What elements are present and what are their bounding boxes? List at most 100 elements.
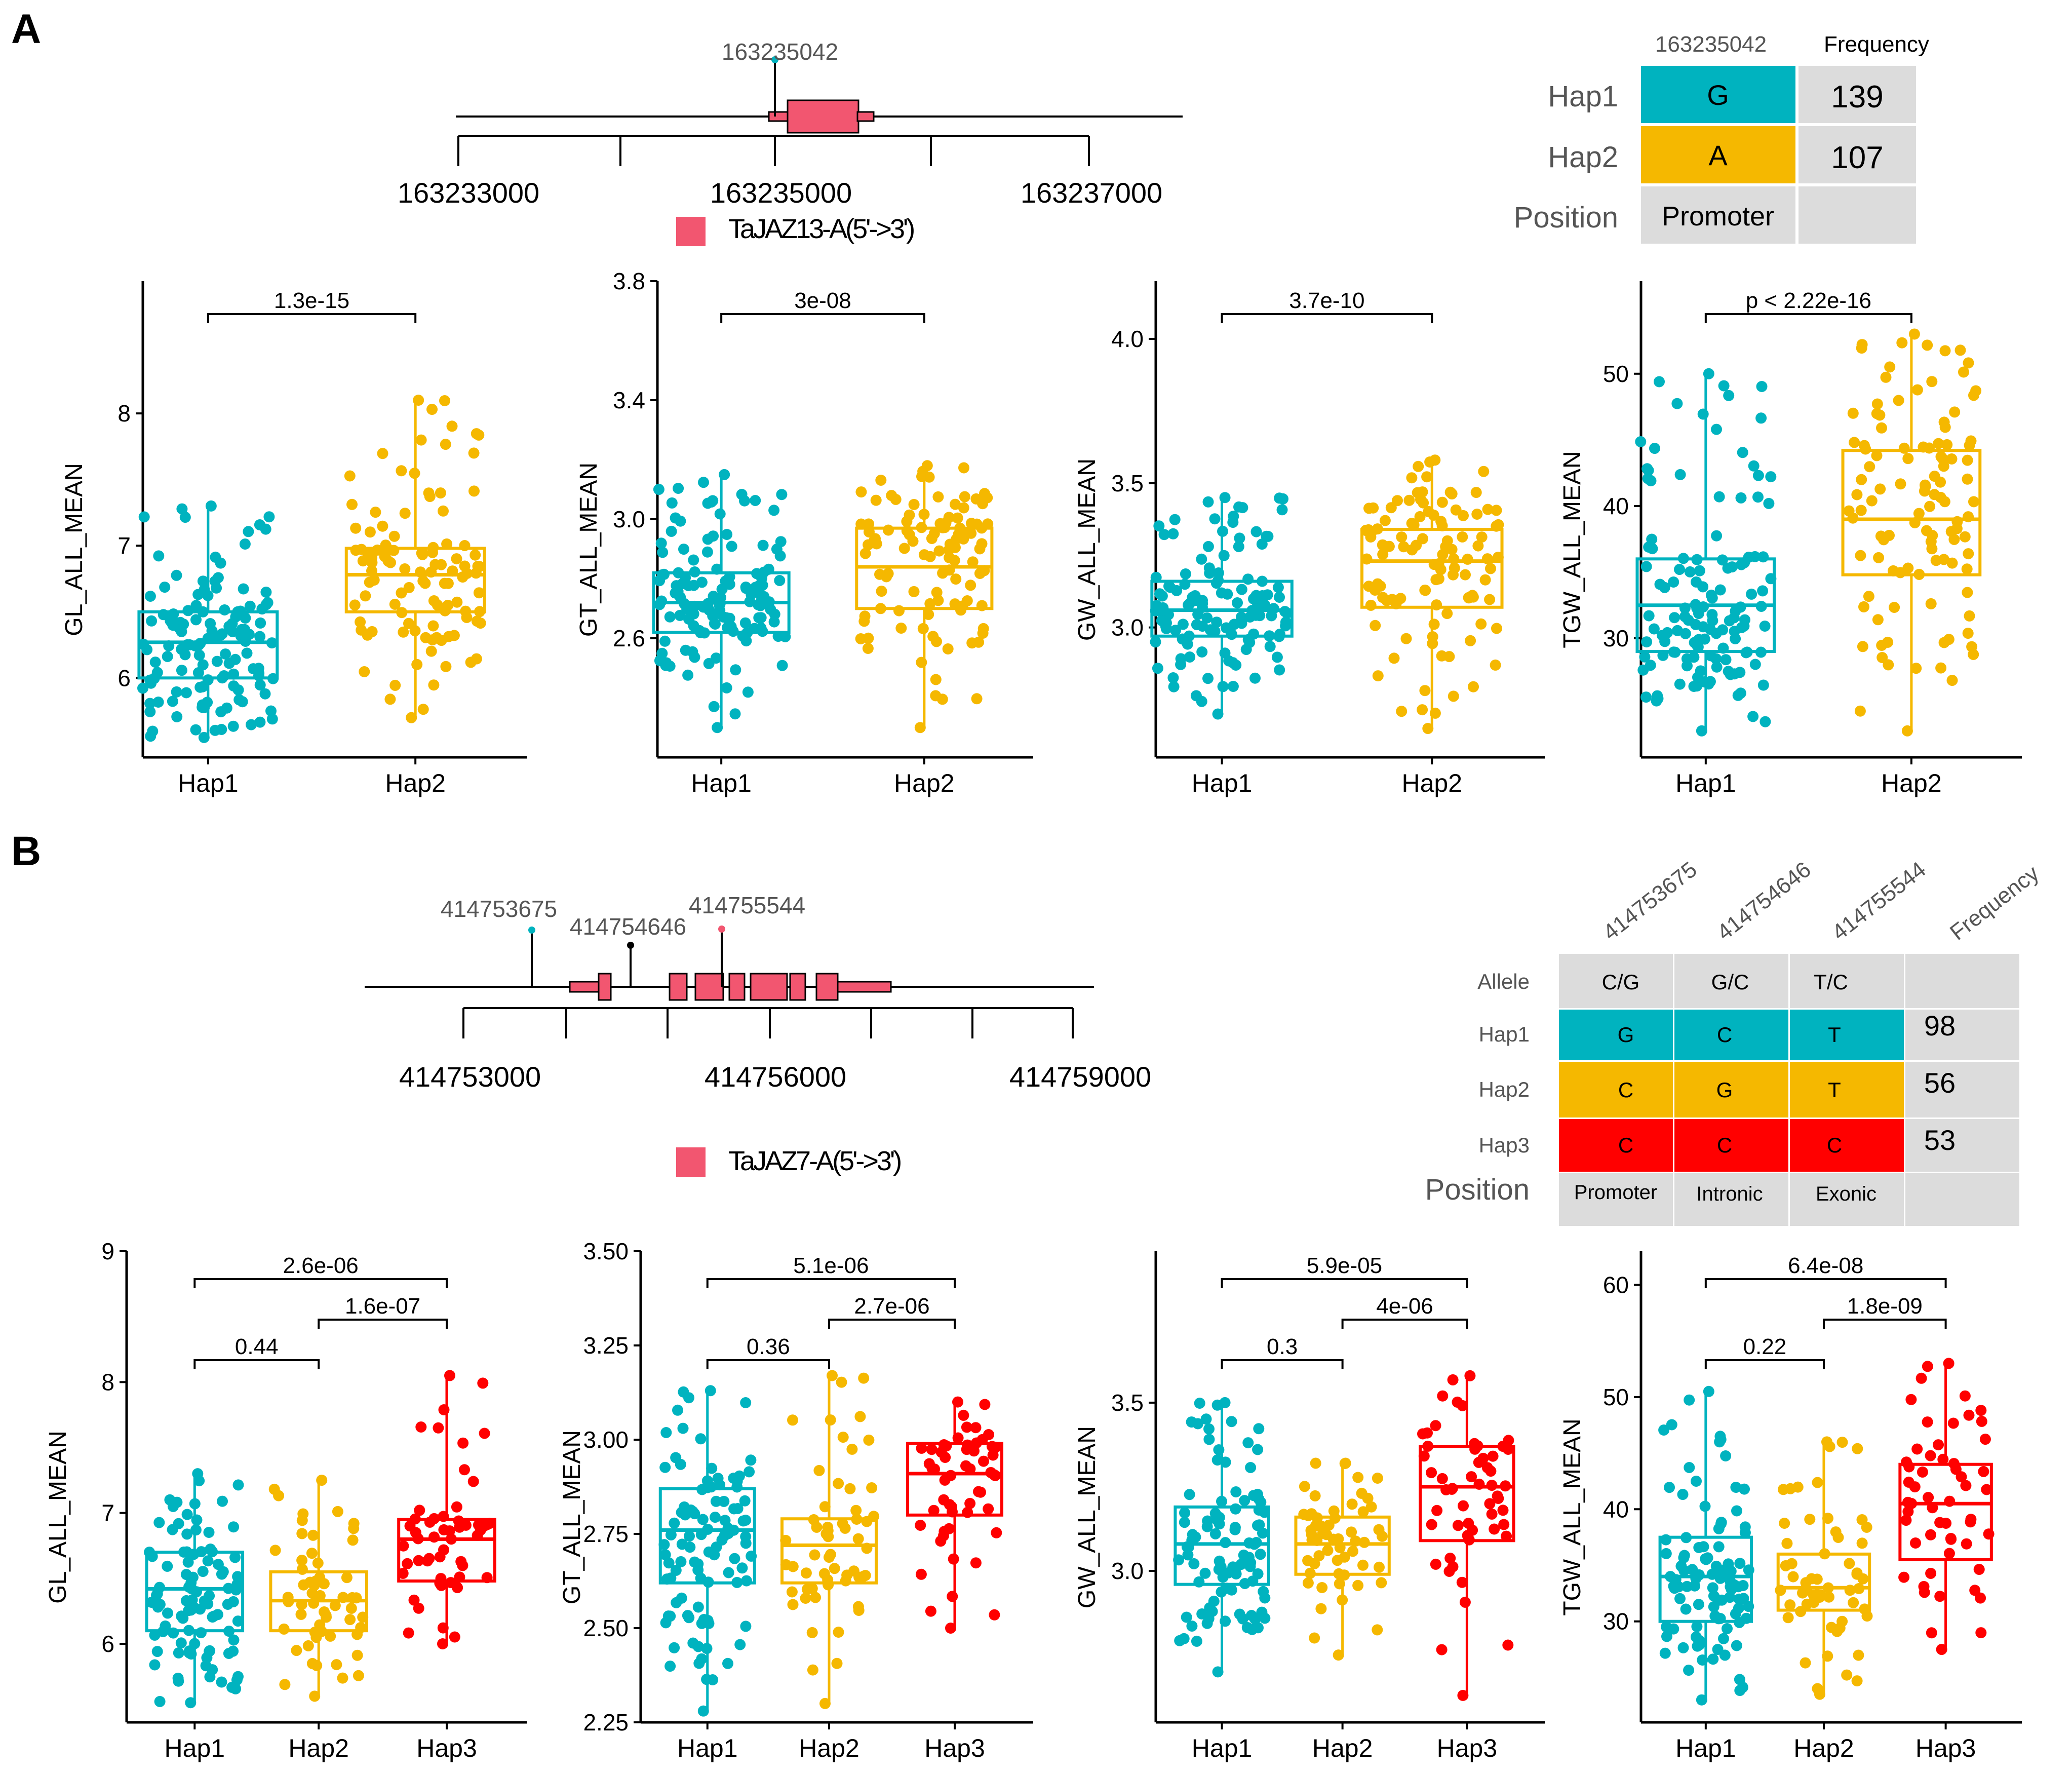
data-point — [254, 679, 266, 691]
data-point — [1725, 1575, 1736, 1587]
data-point — [1939, 421, 1951, 433]
data-point — [739, 495, 750, 507]
data-point — [1310, 1457, 1321, 1469]
x-tick-label: Hap3 — [416, 1734, 477, 1762]
data-point — [1814, 1592, 1825, 1603]
x-tick-label: Hap3 — [1437, 1734, 1498, 1762]
data-point — [958, 502, 969, 514]
snp-marker-b-2 — [627, 942, 634, 949]
group-hap2: Hap2 — [780, 1370, 880, 1762]
table-b-allele-3: T/C — [1814, 970, 1848, 994]
data-point — [950, 498, 961, 510]
data-point — [176, 503, 188, 515]
data-point — [467, 1476, 479, 1487]
data-point — [810, 1592, 821, 1603]
data-point — [1652, 693, 1664, 704]
y-tick-label: 3.0 — [1111, 614, 1144, 641]
data-point — [1322, 1545, 1334, 1556]
data-point — [1874, 483, 1886, 495]
data-point — [1962, 473, 1973, 485]
data-point — [1856, 474, 1867, 485]
data-point — [1787, 1571, 1799, 1583]
data-point — [1367, 502, 1379, 514]
y-tick-label: 4.0 — [1111, 326, 1144, 352]
data-point — [768, 505, 780, 516]
box — [1776, 1552, 1871, 1612]
data-point — [297, 1508, 309, 1520]
data-point — [970, 1422, 982, 1434]
data-point — [1757, 551, 1769, 563]
data-point — [1244, 637, 1256, 648]
data-point — [436, 559, 447, 570]
data-point — [1436, 1473, 1448, 1484]
x-tick-label: Hap1 — [1675, 769, 1736, 797]
data-point — [928, 528, 940, 539]
data-point — [351, 1649, 363, 1661]
data-point — [1266, 610, 1277, 622]
data-point — [1211, 616, 1223, 628]
data-point — [659, 1461, 671, 1473]
data-point — [347, 1534, 359, 1546]
data-point — [719, 1515, 731, 1526]
data-point — [149, 1659, 161, 1671]
data-point — [1468, 681, 1479, 692]
data-point — [389, 679, 401, 691]
table-a-freq-1: 139 — [1831, 80, 1883, 114]
data-point — [153, 1517, 165, 1528]
data-point — [1732, 689, 1744, 701]
significance-bracket — [318, 1319, 448, 1329]
data-point — [964, 527, 976, 538]
data-point — [1697, 581, 1709, 593]
data-point — [1716, 1594, 1728, 1606]
data-point — [869, 534, 880, 546]
data-point — [721, 682, 732, 693]
data-point — [1956, 1471, 1967, 1483]
data-point — [1458, 510, 1469, 521]
data-point — [1871, 408, 1883, 419]
hap-table-b: 414753675 414754646 414755544 Frequency … — [1425, 857, 2044, 1226]
data-point — [982, 492, 993, 504]
data-point — [1929, 489, 1940, 500]
data-point — [441, 538, 453, 550]
table-b-pos-freq — [1905, 1173, 2019, 1226]
x-tick-label: Hap1 — [178, 769, 239, 797]
table-b-pos-1: Promoter — [1574, 1181, 1658, 1204]
data-point — [721, 529, 733, 540]
data-point — [173, 1647, 184, 1659]
data-point — [952, 533, 963, 545]
data-point — [833, 1478, 844, 1489]
data-point — [840, 1575, 851, 1587]
data-point — [1946, 453, 1958, 465]
significance-bracket — [1822, 1319, 1947, 1329]
data-point — [866, 1482, 878, 1493]
data-point — [702, 497, 714, 509]
data-point — [1660, 1548, 1672, 1559]
data-point — [382, 555, 394, 567]
data-point — [930, 690, 942, 702]
group-hap2: Hap2 — [1775, 1436, 1873, 1762]
data-point — [829, 1563, 840, 1574]
data-point — [254, 631, 266, 642]
data-point — [975, 1486, 986, 1498]
data-point — [676, 1507, 687, 1518]
box — [137, 610, 279, 680]
data-point — [1180, 568, 1191, 580]
data-point — [1961, 563, 1973, 575]
data-point — [1921, 525, 1932, 536]
data-point — [366, 557, 378, 568]
data-point — [202, 1555, 214, 1567]
data-point — [1234, 532, 1245, 544]
data-point — [852, 1601, 864, 1612]
data-point — [1463, 592, 1474, 604]
data-point — [243, 526, 254, 537]
table-b-header-freq: Frequency — [1945, 861, 2044, 945]
data-point — [1426, 1519, 1437, 1530]
data-point — [449, 1631, 460, 1643]
table-b-r1-c3 — [1790, 1010, 1904, 1060]
data-point — [211, 656, 223, 667]
data-point — [669, 1642, 680, 1653]
data-point — [1392, 495, 1403, 507]
data-point — [1739, 1483, 1750, 1495]
data-point — [1913, 508, 1925, 519]
data-point — [1235, 611, 1247, 623]
